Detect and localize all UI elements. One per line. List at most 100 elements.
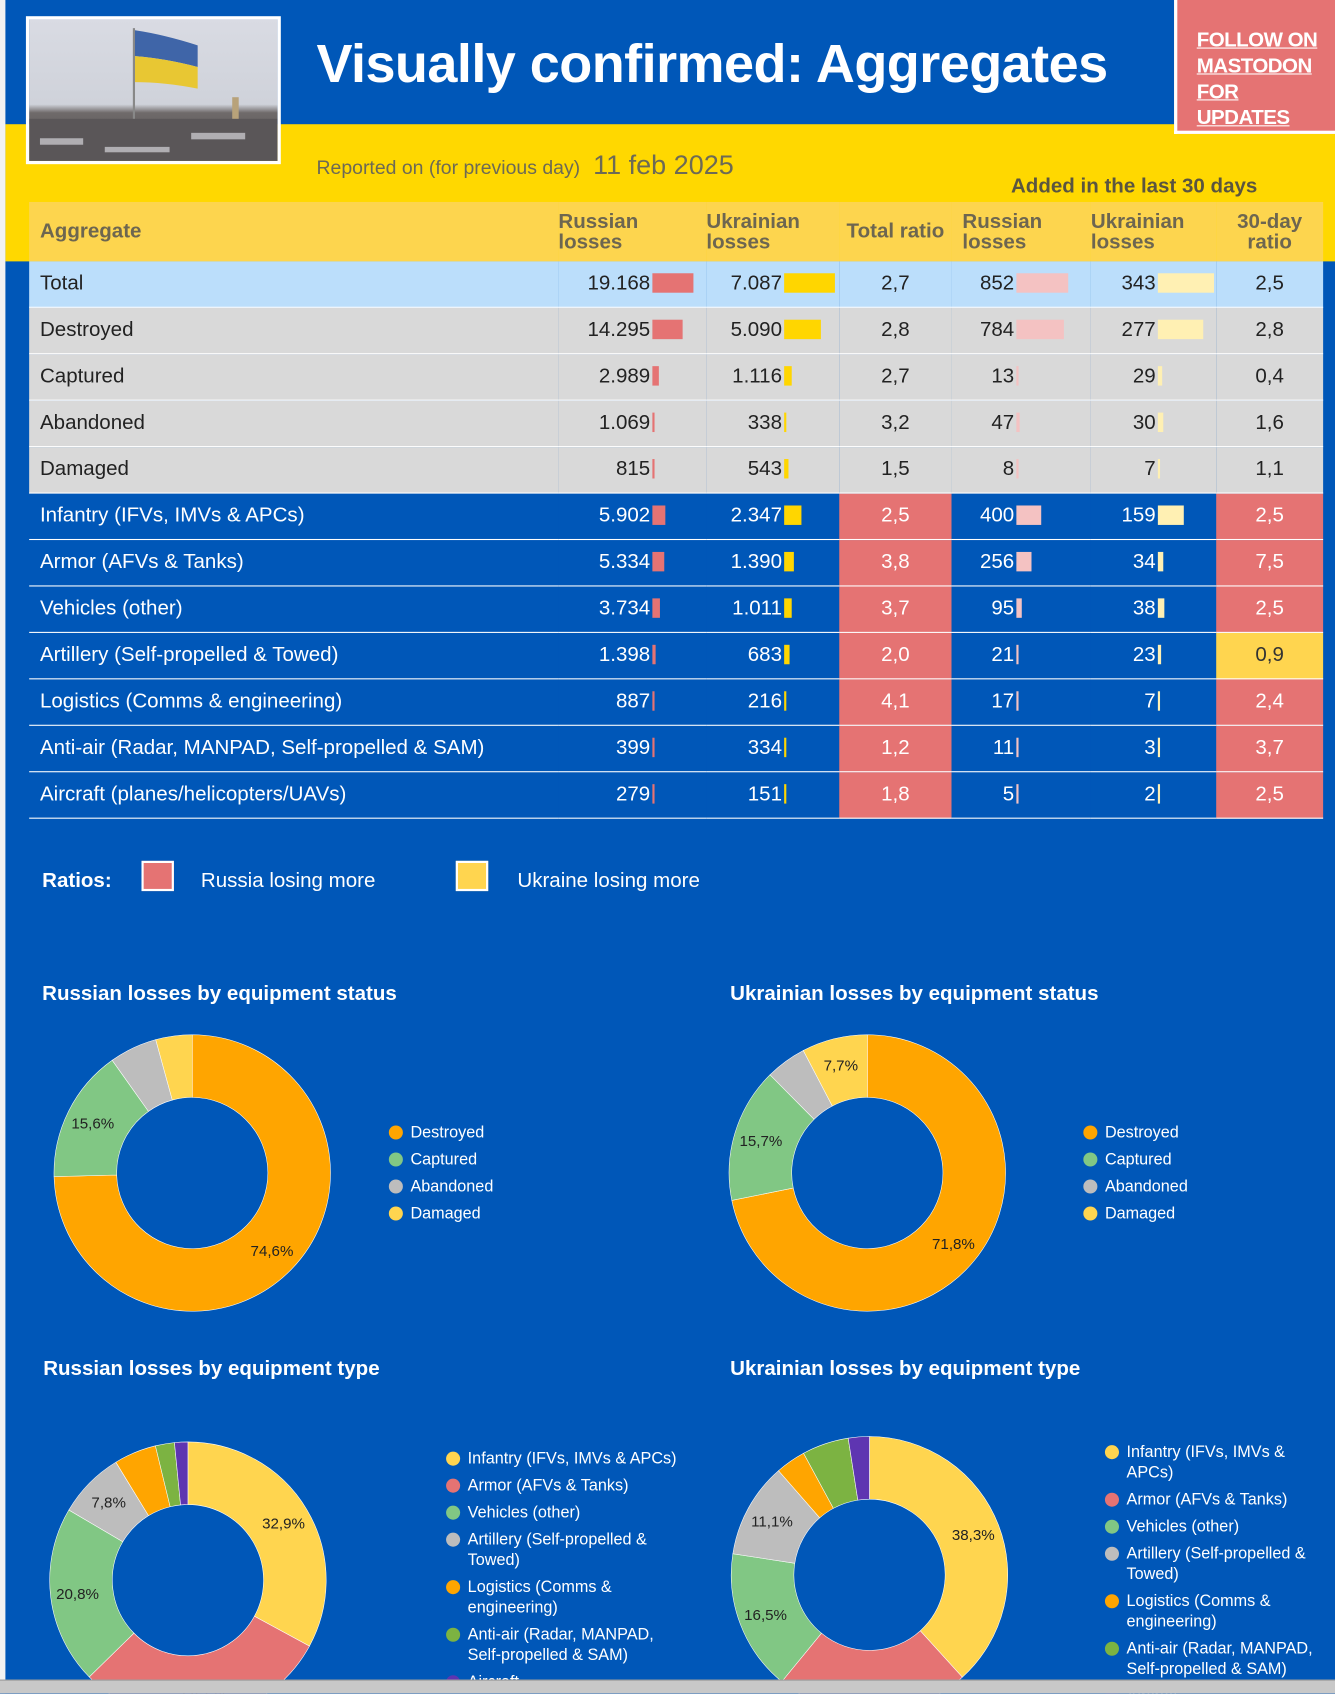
legend-label: Destroyed (410, 1123, 485, 1142)
cell-ua: 338 (706, 400, 840, 448)
legend-item[interactable]: Logistics (Comms & engineering) (446, 1577, 684, 1618)
slice-label: 15,6% (71, 1116, 114, 1133)
value-ua: 5.090 (730, 318, 782, 342)
value-ua: 216 (747, 690, 782, 713)
bar-ru (652, 644, 656, 665)
table-row: Infantry (IFVs, IMVs & APCs) 5.902 2.347 2,… (29, 493, 1324, 541)
legend-item[interactable]: Vehicles (other) (1104, 1516, 1321, 1537)
reported-label: Reported on (for previous day) (316, 156, 581, 179)
value-ru30: 8 (1002, 457, 1015, 481)
legend-item[interactable]: Infantry (IFVs, IMVs & APCs) (1104, 1442, 1321, 1483)
legend-item[interactable]: Damaged (388, 1203, 493, 1224)
value-ua: 683 (747, 643, 782, 667)
follow-line-1[interactable]: FOLLOW ON (1196, 29, 1318, 52)
bar-ua (784, 737, 787, 758)
slice-aircraft[interactable] (847, 1436, 870, 1501)
legend-label: Armor (AFVs & Tanks) (467, 1476, 629, 1495)
slice-damaged[interactable] (802, 1034, 868, 1107)
legend-label: Abandoned (1104, 1177, 1188, 1196)
legend-item[interactable]: Logistics (Comms & engineering) (1104, 1591, 1321, 1632)
slice-aircraft[interactable] (174, 1441, 189, 1506)
cell-ua30: 7 (1090, 678, 1217, 726)
legend-label: Captured (1104, 1150, 1172, 1169)
legend-item[interactable]: Anti-air (Radar, MANPAD, Self-propelled … (1104, 1639, 1321, 1680)
legend-item[interactable]: Infantry (IFVs, IMVs & APCs) (446, 1448, 684, 1469)
follow-mastodon-button[interactable]: FOLLOW ON MASTODON FOR UPDATES (1174, 0, 1335, 134)
cell-ru30: 11 (951, 725, 1091, 773)
bar-ua (784, 459, 789, 479)
cell-ru30: 95 (951, 585, 1091, 633)
value-ru: 399 (615, 736, 651, 760)
bar-ru (652, 459, 655, 479)
cell-ua: 7.087 (706, 261, 840, 308)
bar-ru30 (1016, 598, 1023, 618)
table-row: Abandoned 1.069 338 3,2 47 30 1,6 (29, 400, 1324, 448)
ratio-30d: 0,4 (1216, 353, 1324, 401)
value-ru: 815 (615, 457, 651, 481)
cell-ua: 1.116 (706, 353, 840, 401)
slice-infantry[interactable] (869, 1436, 1008, 1678)
bar-ua30 (1157, 644, 1162, 665)
value-ru30: 784 (979, 318, 1015, 342)
follow-line-3[interactable]: FOR UPDATES (1196, 81, 1290, 130)
legend-item[interactable]: Artillery (Self-propelled & Towed) (1104, 1543, 1321, 1584)
row-name: Infantry (IFVs, IMVs & APCs) (29, 493, 559, 541)
donut-chart: 74,6% 15,6% (53, 1034, 331, 1312)
slice-destroyed[interactable] (731, 1034, 1006, 1312)
value-ru: 1.069 (598, 411, 651, 435)
slice-infantry[interactable] (187, 1441, 327, 1647)
legend-label: Abandoned (410, 1177, 494, 1196)
value-ua30: 343 (1121, 272, 1156, 295)
bar-ua30 (1157, 459, 1161, 479)
legend-item[interactable]: Vehicles (other) (446, 1502, 684, 1523)
row-name: Damaged (29, 446, 559, 494)
bar-ua (784, 366, 793, 386)
bar-ru30 (1016, 412, 1020, 433)
legend-label: Artillery (Self-propelled & Towed) (1126, 1544, 1306, 1584)
bar-ru30 (1016, 459, 1019, 479)
slice-vehicles[interactable] (49, 1509, 135, 1678)
slice-damaged[interactable] (155, 1034, 193, 1101)
value-ua30: 3 (1144, 736, 1156, 760)
cell-ua: 683 (706, 632, 840, 680)
legend-item[interactable]: Abandoned (388, 1176, 494, 1197)
legend-dot-icon (446, 1451, 461, 1466)
ratio-30d: 1,1 (1216, 446, 1324, 494)
legend-item[interactable]: Captured (1083, 1149, 1187, 1170)
legend-item[interactable]: Artillery (Self-propelled & Towed) (446, 1529, 684, 1570)
value-ru: 279 (615, 783, 651, 806)
bar-ua (784, 273, 835, 293)
legend-item[interactable]: Anti-air (Radar, MANPAD, Self-propelled … (446, 1624, 684, 1665)
value-ru30: 17 (991, 690, 1015, 713)
legend-item[interactable]: Destroyed (388, 1122, 493, 1143)
ukraine-flag-photo (25, 16, 281, 165)
value-ru: 5.902 (598, 504, 651, 528)
legend-item[interactable]: Damaged (1083, 1203, 1187, 1224)
legend-item[interactable]: Armor (AFVs & Tanks) (1104, 1489, 1321, 1510)
cell-ru: 1.398 (558, 632, 707, 680)
legend-label: Vehicles (other) (1126, 1517, 1240, 1536)
bar-ru (652, 551, 664, 572)
bar-ua (784, 598, 792, 618)
follow-line-2[interactable]: MASTODON (1196, 55, 1313, 78)
legend-item[interactable]: Captured (388, 1149, 493, 1170)
slice-destroyed[interactable] (53, 1034, 331, 1312)
value-ua: 543 (747, 457, 782, 481)
legend-dot-icon (1104, 1492, 1119, 1507)
legend-item[interactable]: Abandoned (1083, 1176, 1188, 1197)
value-ua30: 277 (1121, 318, 1156, 342)
cell-ru30: 8 (951, 446, 1091, 494)
slice-label: 38,3% (952, 1527, 995, 1544)
header-aggregate: Aggregate (29, 201, 559, 262)
reported-date: 11 feb 2025 (593, 150, 734, 181)
legend-label: Logistics (Comms & engineering) (1126, 1592, 1271, 1631)
legend-dot-icon (446, 1478, 461, 1493)
left-border (0, 0, 6, 1694)
russia-losing-more-label: Russia losing more (200, 869, 376, 893)
legend-item[interactable]: Destroyed (1083, 1122, 1187, 1143)
bar-ru (652, 319, 683, 340)
total-ratio: 3,2 (839, 400, 952, 448)
legend-item[interactable]: Armor (AFVs & Tanks) (446, 1475, 684, 1496)
value-ua: 151 (747, 783, 782, 806)
legend-dot-icon (1104, 1641, 1119, 1656)
